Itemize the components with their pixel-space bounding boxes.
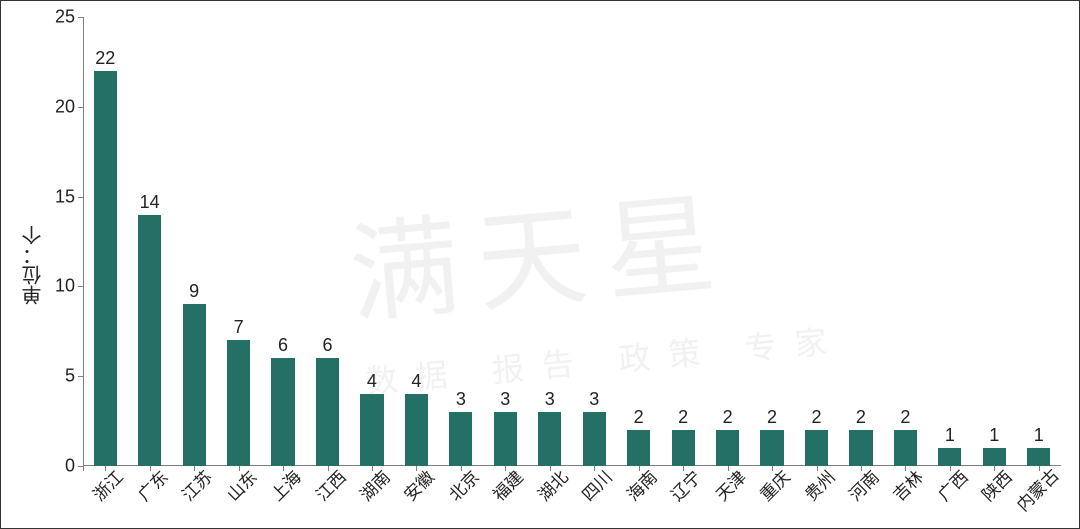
bar: 1: [983, 448, 1006, 466]
x-category-label: 广东: [131, 464, 173, 506]
bar-value-label: 2: [634, 407, 644, 428]
x-category-label: 江苏: [175, 464, 217, 506]
x-category-label: 辽宁: [664, 464, 706, 506]
bar-value-label: 4: [411, 371, 421, 392]
bar-value-label: 14: [140, 192, 160, 213]
bars-container: 221497664433332222222111: [83, 17, 1061, 466]
x-category-label: 安徽: [397, 464, 439, 506]
bar-value-label: 4: [367, 371, 377, 392]
x-category-label: 浙江: [86, 464, 128, 506]
x-category-label: 贵州: [797, 464, 839, 506]
bar-value-label: 1: [1034, 425, 1044, 446]
x-category-label: 北京: [442, 464, 484, 506]
bar-value-label: 2: [723, 407, 733, 428]
x-category-label: 湖南: [353, 464, 395, 506]
bar: 7: [227, 340, 250, 466]
bar: 2: [627, 430, 650, 466]
x-category-label: 江西: [308, 464, 350, 506]
bar-value-label: 2: [900, 407, 910, 428]
bar-value-label: 2: [678, 407, 688, 428]
bar-value-label: 2: [811, 407, 821, 428]
bar: 2: [894, 430, 917, 466]
bar: 4: [405, 394, 428, 466]
bar: 2: [805, 430, 828, 466]
bar-value-label: 6: [278, 335, 288, 356]
bar: 3: [583, 412, 606, 466]
bar-value-label: 2: [856, 407, 866, 428]
bar: 3: [449, 412, 472, 466]
bar: 1: [938, 448, 961, 466]
bar-value-label: 9: [189, 281, 199, 302]
bar-value-label: 1: [989, 425, 999, 446]
bar-value-label: 3: [589, 389, 599, 410]
x-category-label: 河南: [842, 464, 884, 506]
x-category-label: 内蒙古: [1010, 462, 1064, 516]
bar-value-label: 22: [95, 48, 115, 69]
bar: 6: [316, 358, 339, 466]
bar: 3: [494, 412, 517, 466]
chart-frame: 满天星 数据 报告 政策 专家 单位：个 0510152025 22149766…: [0, 0, 1080, 529]
bar: 6: [271, 358, 294, 466]
bar: 2: [849, 430, 872, 466]
bar-value-label: 3: [500, 389, 510, 410]
bar-value-label: 3: [456, 389, 466, 410]
bar-value-label: 3: [545, 389, 555, 410]
bar-value-label: 7: [234, 317, 244, 338]
bar-value-label: 2: [767, 407, 777, 428]
x-category-label: 天津: [709, 464, 751, 506]
x-category-label: 广西: [931, 464, 973, 506]
bar-value-label: 6: [322, 335, 332, 356]
x-tick-mark: [83, 466, 84, 471]
x-category-label: 四川: [575, 464, 617, 506]
bar: 14: [138, 215, 161, 466]
bar: 2: [716, 430, 739, 466]
y-axis-label: 单位：个: [19, 225, 48, 305]
bar: 2: [672, 430, 695, 466]
bar: 3: [538, 412, 561, 466]
bar-value-label: 1: [945, 425, 955, 446]
x-category-label: 山东: [220, 464, 262, 506]
plot-area: 0510152025 221497664433332222222111 浙江广东…: [83, 17, 1061, 466]
x-category-label: 湖北: [531, 464, 573, 506]
bar: 4: [360, 394, 383, 466]
x-category-label: 海南: [620, 464, 662, 506]
bar: 22: [94, 71, 117, 466]
x-category-label: 吉林: [886, 464, 928, 506]
x-category-label: 重庆: [753, 464, 795, 506]
x-category-label: 福建: [486, 464, 528, 506]
x-category-label: 上海: [264, 464, 306, 506]
bar: 9: [183, 304, 206, 466]
bar: 2: [760, 430, 783, 466]
